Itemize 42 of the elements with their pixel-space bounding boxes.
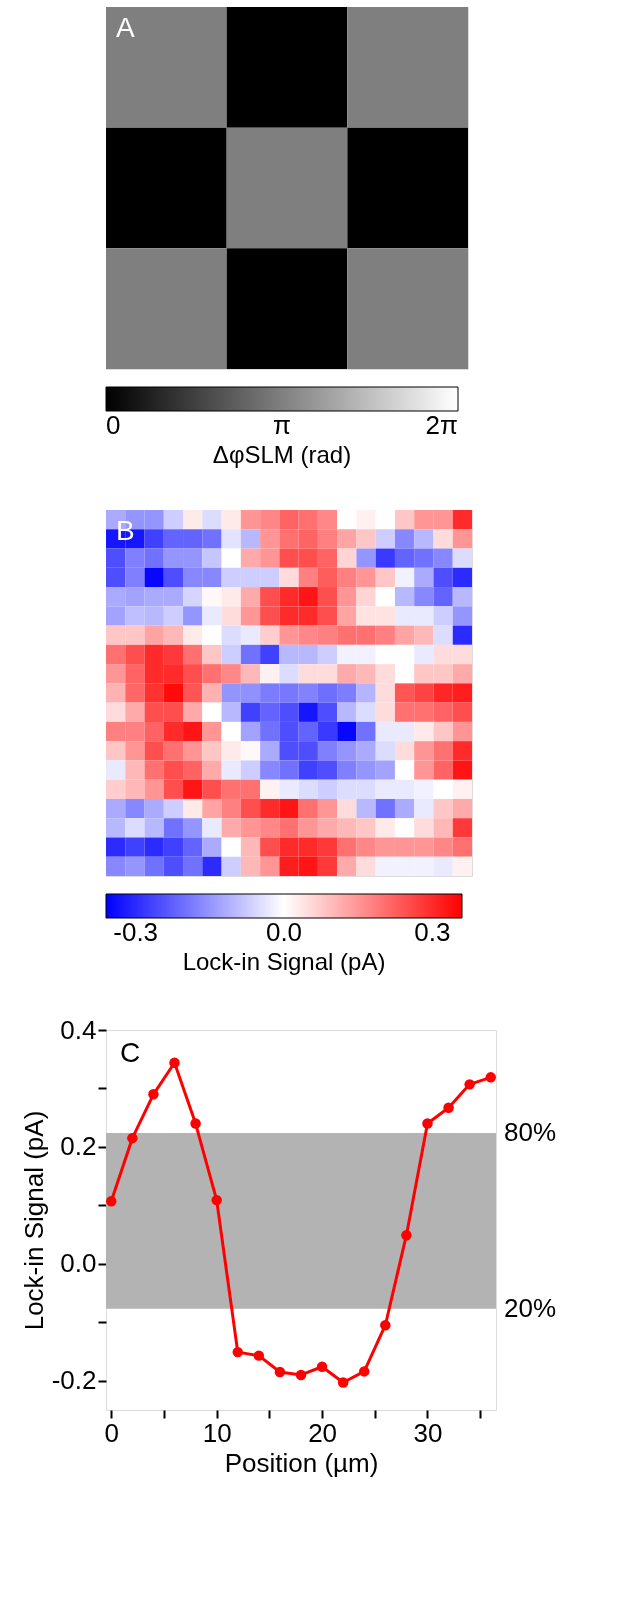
color-bar-label: -0.3 — [113, 917, 159, 947]
point — [485, 1072, 496, 1083]
point — [190, 1118, 201, 1129]
x-tick-label: 20 — [308, 1417, 338, 1448]
y-tick-label: 0.2 — [60, 1131, 97, 1162]
color-bar-label: 0.0 — [265, 917, 303, 947]
point — [274, 1366, 286, 1378]
point — [464, 1079, 475, 1090]
annotation: B — [116, 515, 135, 546]
point — [232, 1346, 243, 1358]
point — [401, 1229, 412, 1241]
point — [211, 1194, 222, 1206]
color-bar-label: 2π — [425, 410, 458, 440]
point — [295, 1369, 307, 1381]
point — [443, 1102, 454, 1113]
point — [169, 1057, 180, 1068]
y-tick-label: 0.0 — [60, 1248, 97, 1279]
y-axis-title: Lock-in Signal (pA) — [18, 1110, 49, 1331]
annotation: A — [116, 12, 135, 43]
point — [359, 1366, 370, 1377]
color-bar-label: 0.3 — [414, 917, 451, 947]
x-axis-title: Position (µm) — [224, 1447, 379, 1478]
point — [148, 1089, 159, 1100]
x-tick-label: 10 — [202, 1417, 232, 1448]
y-tick-label: 0.4 — [60, 1014, 97, 1045]
y-tick-label: -0.2 — [51, 1365, 97, 1396]
point — [106, 1196, 117, 1207]
color-bar-title: ΔφSLM (rad) — [212, 441, 352, 468]
point — [337, 1377, 349, 1388]
annotation: C — [120, 1037, 141, 1068]
x-tick-label: 0 — [104, 1417, 119, 1448]
point — [316, 1361, 328, 1372]
point — [380, 1320, 391, 1331]
point — [422, 1118, 433, 1129]
point — [253, 1350, 265, 1361]
color-bar-title: Lock-in Signal (pA) — [182, 948, 386, 975]
color-bar-label: π — [273, 410, 291, 440]
x-tick-label: 30 — [413, 1417, 443, 1448]
point — [127, 1132, 138, 1144]
annotation: 20% — [504, 1292, 557, 1323]
annotation: 80% — [504, 1116, 557, 1147]
color-bar-label: 0 — [106, 410, 121, 440]
